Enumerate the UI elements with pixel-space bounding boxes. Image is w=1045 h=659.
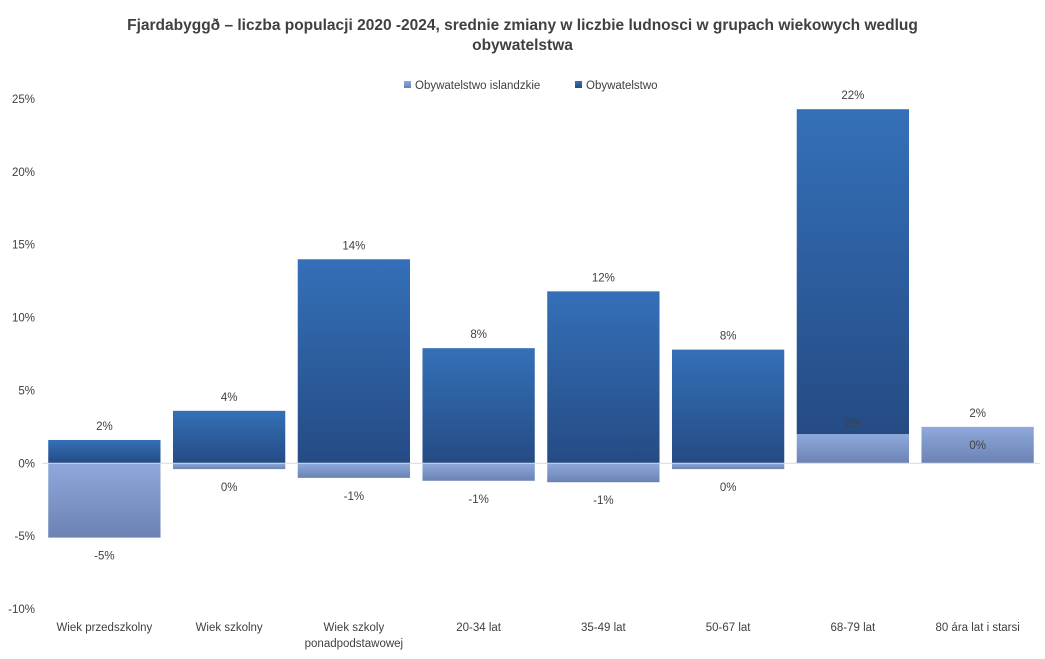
y-tick-label: -10%: [8, 604, 35, 616]
category-label-6: 50-67 lat: [706, 622, 752, 634]
category-label-2: Wiek szkolny: [196, 622, 263, 634]
bar-obywatelstwo-1: [48, 439, 161, 464]
category-label-7: 68-79 lat: [830, 622, 876, 634]
data-label-islandzkie-4: -1%: [468, 494, 488, 506]
legend-swatch-2: [575, 81, 582, 88]
data-label-islandzkie-5: -1%: [593, 495, 613, 507]
bar-islandzkie-5: [547, 463, 660, 483]
chart-title: Fjardabyggð – liczba populacji 2020 -202…: [0, 16, 1045, 56]
bar-obywatelstwo-4: [422, 348, 535, 464]
data-label-islandzkie-7: 2%: [845, 418, 862, 430]
bar-islandzkie-6: [671, 463, 785, 470]
data-label-islandzkie-8: 2%: [969, 408, 986, 420]
data-label-obywatelstwo-6: 8%: [720, 331, 737, 343]
category-label-5: 35-49 lat: [581, 622, 627, 634]
data-label-obywatelstwo-8: 0%: [969, 440, 986, 452]
category-label-1: Wiek przedszkolny: [56, 622, 152, 634]
y-tick-label: 5%: [18, 385, 35, 397]
bar-islandzkie-3: [297, 463, 411, 478]
y-tick-label: 25%: [12, 94, 35, 106]
legend-swatch-1: [404, 81, 411, 88]
bar-obywatelstwo-7: [796, 109, 910, 435]
data-label-islandzkie-2: 0%: [221, 482, 238, 494]
data-label-islandzkie-1: -5%: [94, 551, 114, 563]
data-label-obywatelstwo-2: 4%: [221, 392, 238, 404]
data-label-obywatelstwo-7: 22%: [841, 90, 864, 102]
bar-islandzkie-8: [921, 426, 1034, 464]
data-label-obywatelstwo-1: 2%: [96, 421, 113, 433]
bar-islandzkie-7: [796, 434, 910, 464]
bar-islandzkie-4: [422, 463, 535, 481]
y-tick-label: 20%: [12, 167, 35, 179]
chart-title-line-2: obywatelstwa: [472, 37, 573, 54]
bar-islandzkie-1: [48, 463, 161, 538]
y-tick-label: 10%: [12, 313, 35, 325]
bar-obywatelstwo-2: [172, 410, 286, 464]
bar-obywatelstwo-5: [547, 291, 660, 464]
y-tick-label: 15%: [12, 240, 35, 252]
legend-label-2: Obywatelstwo: [586, 80, 658, 92]
y-tick-label: -5%: [15, 531, 35, 543]
y-tick-label: 0%: [18, 458, 35, 470]
category-label-3: Wiek szkoly ponadpodstawowej: [305, 622, 403, 650]
category-label-4: 20-34 lat: [456, 622, 502, 634]
legend-label-1: Obywatelstwo islandzkie: [415, 80, 540, 92]
data-label-obywatelstwo-5: 12%: [592, 272, 615, 284]
data-label-islandzkie-3: -1%: [344, 491, 364, 503]
chart-title-line-1: Fjardabyggð – liczba populacji 2020 -202…: [127, 17, 918, 34]
bar-islandzkie-2: [172, 463, 286, 470]
category-label-8: 80 ára lat i starsi: [935, 622, 1019, 634]
data-label-obywatelstwo-3: 14%: [342, 240, 365, 252]
data-label-obywatelstwo-4: 8%: [470, 329, 487, 341]
bar-obywatelstwo-6: [671, 349, 785, 464]
bar-obywatelstwo-3: [297, 259, 411, 464]
data-label-islandzkie-6: 0%: [720, 482, 737, 494]
